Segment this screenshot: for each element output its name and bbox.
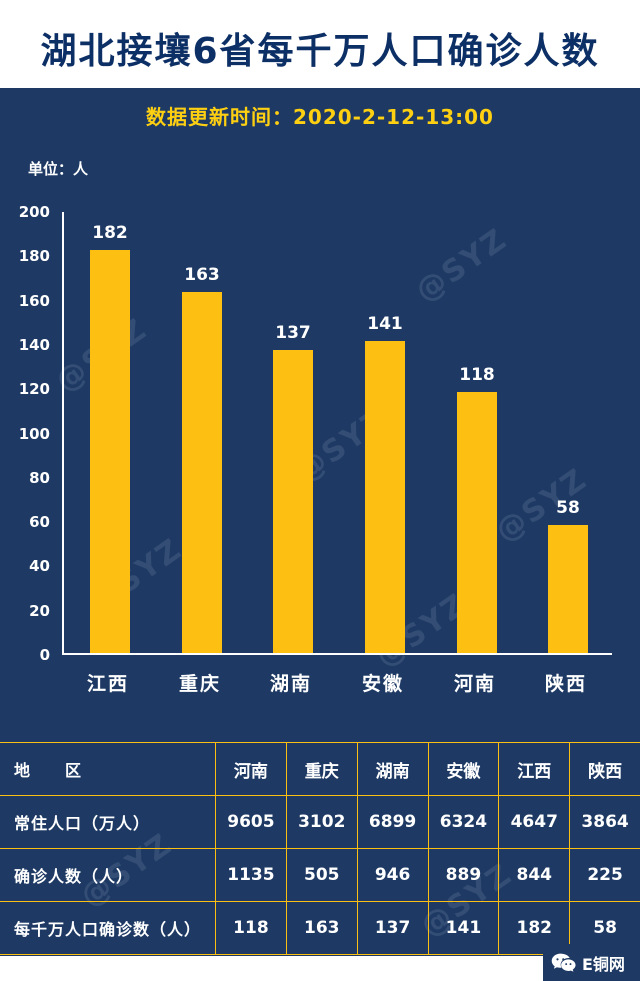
table-cell: 889 — [427, 848, 499, 901]
x-category-label: 重庆 — [178, 673, 221, 695]
bar-重庆 — [182, 292, 222, 653]
y-tick-label: 160 — [18, 291, 50, 310]
table-cell: 3864 — [569, 795, 640, 848]
table-cell: 确诊人数（人） — [0, 848, 215, 901]
bar-value-label: 141 — [367, 314, 403, 334]
y-tick-label: 100 — [18, 424, 50, 443]
x-category-label: 河南 — [453, 673, 496, 695]
table-cell: 163 — [285, 901, 357, 954]
y-tick-label: 140 — [18, 335, 50, 354]
table-cell: 6324 — [427, 795, 499, 848]
bar-安徽 — [365, 341, 405, 653]
bar-陕西 — [548, 525, 588, 653]
brand-badge: E铜网 — [543, 944, 640, 981]
y-tick-label: 80 — [29, 468, 50, 487]
table-cell: 58 — [569, 901, 640, 954]
y-tick-label: 0 — [39, 646, 50, 664]
x-category-label: 安徽 — [361, 673, 404, 695]
bar-value-label: 182 — [92, 223, 128, 243]
table-cell: 常住人口（万人） — [0, 795, 215, 848]
table-cell: 946 — [356, 848, 428, 901]
table-header-cell: 湖南 — [356, 742, 428, 795]
brand-name: E铜网 — [582, 954, 625, 974]
table-header-cell: 安徽 — [427, 742, 499, 795]
table-cell: 225 — [569, 848, 640, 901]
update-time-label: 数据更新时间：2020-2-12-13:00 — [146, 105, 494, 129]
plot-area: 182 163 137 141 118 58 — [62, 212, 612, 655]
table-cell: 118 — [215, 901, 286, 954]
table-cell: 3102 — [285, 795, 357, 848]
table-cell: 182 — [498, 901, 570, 954]
y-tick-label: 60 — [29, 513, 50, 532]
y-tick-label: 120 — [18, 380, 50, 399]
table-header-cell: 江西 — [498, 742, 570, 795]
table-cell: 每千万人口确诊数（人） — [0, 901, 215, 954]
table-cell: 141 — [427, 901, 499, 954]
table-cell: 9605 — [215, 795, 286, 848]
table-header-cell: 河南 — [215, 742, 286, 795]
bar-河南 — [457, 392, 497, 653]
table-cell: 844 — [498, 848, 570, 901]
table-cell: 1135 — [215, 848, 286, 901]
wechat-icon — [551, 952, 577, 974]
x-category-label: 陕西 — [544, 673, 587, 695]
data-table: 地 区河南 重庆 湖南 安徽 江西 陕西常住人口（万人） 9605 3102 6899 6324 4… — [0, 742, 640, 955]
table-cell: 137 — [356, 901, 428, 954]
y-tick-label: 20 — [29, 601, 50, 620]
bar-value-label: 163 — [184, 265, 220, 285]
table-header-cell: 陕西 — [569, 742, 640, 795]
bar-value-label: 137 — [275, 323, 311, 343]
table-header-cell: 地 区 — [0, 742, 215, 795]
x-category-label: 江西 — [86, 673, 129, 695]
table-cell: 505 — [285, 848, 357, 901]
table-cell: 4647 — [498, 795, 570, 848]
unit-label: 单位：人 — [28, 160, 89, 178]
bar-value-label: 118 — [459, 365, 495, 385]
y-tick-label: 40 — [29, 557, 50, 576]
x-axis-labels: 江西 重庆 湖南 安徽 河南 陕西 — [0, 669, 640, 701]
chart-panel: @SYZ @SYZ @SYZ @SYZ @SYZ @SYZ @SYZ @SYZ … — [0, 88, 640, 956]
x-category-label: 湖南 — [269, 673, 312, 695]
bar-value-label: 58 — [556, 498, 580, 518]
page-title: 湖北接壤6省每千万人口确诊人数 — [40, 31, 600, 72]
y-tick-label: 200 — [18, 203, 50, 221]
table-header-cell: 重庆 — [285, 742, 357, 795]
y-tick-label: 180 — [18, 247, 50, 266]
bar-江西 — [90, 250, 130, 653]
bar-湖南 — [273, 350, 313, 653]
table-cell: 6899 — [356, 795, 428, 848]
